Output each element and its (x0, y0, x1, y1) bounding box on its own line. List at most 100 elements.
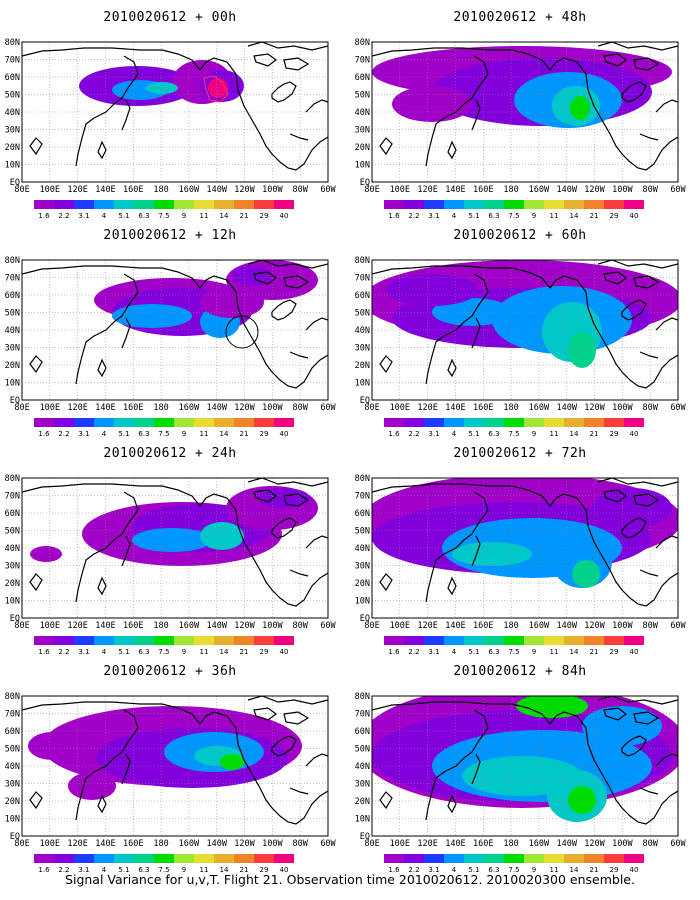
variance-contour (386, 274, 478, 306)
colorbar-label: 2.2 (58, 648, 69, 656)
lat-label: 70N (355, 492, 370, 502)
colorbar-swatch (54, 636, 74, 645)
lon-label: 120W (234, 839, 255, 849)
lon-label: 100E (390, 403, 410, 413)
lat-label: 70N (5, 56, 20, 66)
colorbar-swatch (194, 200, 214, 209)
colorbar-swatch (254, 854, 274, 863)
lon-label: 80W (643, 185, 659, 195)
colorbar-swatch (504, 200, 524, 209)
colorbar: 1.6 2.2 3.1 4 5.1 6.3 7.5 9 11 14 21 29 40 (34, 200, 294, 220)
lat-label: 50N (5, 309, 20, 319)
lon-label: 100W (612, 403, 633, 413)
variance-contour (68, 772, 116, 800)
colorbar-label: 1.6 (388, 648, 400, 656)
variance-field (28, 706, 302, 800)
map-frame (21, 695, 329, 837)
coastlines (22, 696, 328, 825)
lat-label: 70N (5, 492, 20, 502)
lon-label: 180 (503, 621, 518, 631)
lon-label: 160W (529, 839, 550, 849)
colorbar-swatch (274, 636, 294, 645)
lat-label: 60N (5, 509, 20, 519)
colorbar-label: 9 (532, 212, 536, 220)
lat-label: EQ (360, 178, 370, 188)
lat-label: 10N (5, 815, 20, 825)
colorbar-swatch (584, 854, 604, 863)
lon-label: 140E (445, 185, 465, 195)
lon-label: 60W (670, 403, 686, 413)
colorbar-label: 21 (590, 430, 599, 438)
variance-field (30, 486, 318, 566)
lat-label: EQ (360, 396, 370, 406)
lon-label: 180 (503, 403, 518, 413)
lon-label: 60W (320, 185, 336, 195)
colorbar-swatch (624, 636, 644, 645)
lat-label: 30N (355, 780, 370, 790)
colorbar-swatch (604, 854, 624, 863)
lat-label: 30N (355, 126, 370, 136)
colorbar-swatch (544, 200, 564, 209)
colorbar-swatch (234, 854, 254, 863)
variance-contour (30, 546, 62, 562)
lon-label: 140E (95, 403, 115, 413)
colorbar-label: 3.1 (78, 430, 89, 438)
lat-label: 40N (355, 544, 370, 554)
lat-label: 50N (5, 91, 20, 101)
colorbar-swatch (544, 418, 564, 427)
colorbar-label: 11 (200, 648, 209, 656)
colorbar-swatch (524, 636, 544, 645)
colorbar-label: 9 (532, 648, 536, 656)
lon-label: 60W (320, 403, 336, 413)
lon-label: 100W (262, 839, 283, 849)
colorbar-swatch (134, 854, 154, 863)
lon-label: 140W (556, 403, 577, 413)
lon-label: 140E (445, 403, 465, 413)
colorbar-label: 6.3 (488, 648, 499, 656)
colorbar-swatch (214, 854, 234, 863)
coastlines (22, 260, 328, 389)
lat-label: 20N (355, 361, 370, 371)
colorbar-label: 3.1 (428, 212, 439, 220)
lat-label: 10N (355, 815, 370, 825)
colorbar-swatch (464, 200, 484, 209)
colorbar-label: 9 (532, 866, 536, 874)
lat-label: 20N (5, 579, 20, 589)
colorbar-label: 21 (240, 648, 249, 656)
colorbar-swatch (464, 854, 484, 863)
colorbar-swatch (424, 636, 444, 645)
colorbar-swatch (174, 854, 194, 863)
colorbar-swatch (34, 418, 54, 427)
lon-label: 180 (153, 185, 168, 195)
lat-label: 60N (355, 73, 370, 83)
colorbar-label: 29 (610, 648, 619, 656)
variance-field (94, 260, 318, 338)
colorbar-label: 7.5 (508, 866, 519, 874)
colorbar-label: 9 (182, 866, 186, 874)
colorbar-label: 14 (220, 430, 229, 438)
map-panel-p84: 2010020612 + 84h 80N 70N 60N 50N 40N 30N 20N 10N… (350, 654, 690, 874)
coastlines (22, 478, 328, 607)
colorbar-label: 5.1 (118, 648, 129, 656)
lon-label: 160W (179, 185, 200, 195)
panel-title: 2010020612 + 84h (453, 664, 587, 679)
colorbar-label: 29 (610, 430, 619, 438)
colorbar: 1.6 2.2 3.1 4 5.1 6.3 7.5 9 11 14 21 29 40 (34, 854, 294, 874)
lat-label: 20N (355, 579, 370, 589)
lon-label: 80E (14, 185, 29, 195)
lat-label: 50N (355, 91, 370, 101)
panel-title: 2010020612 + 60h (453, 228, 587, 243)
colorbar-label: 21 (240, 866, 249, 874)
colorbar-label: 4 (452, 648, 457, 656)
colorbar-swatch (444, 418, 464, 427)
lon-label: 160E (123, 403, 143, 413)
colorbar-swatch (94, 854, 114, 863)
colorbar-label: 4 (452, 430, 457, 438)
colorbar-swatch (214, 200, 234, 209)
lon-label: 100E (40, 185, 60, 195)
map-frame (371, 695, 679, 837)
lat-label: 60N (5, 291, 20, 301)
